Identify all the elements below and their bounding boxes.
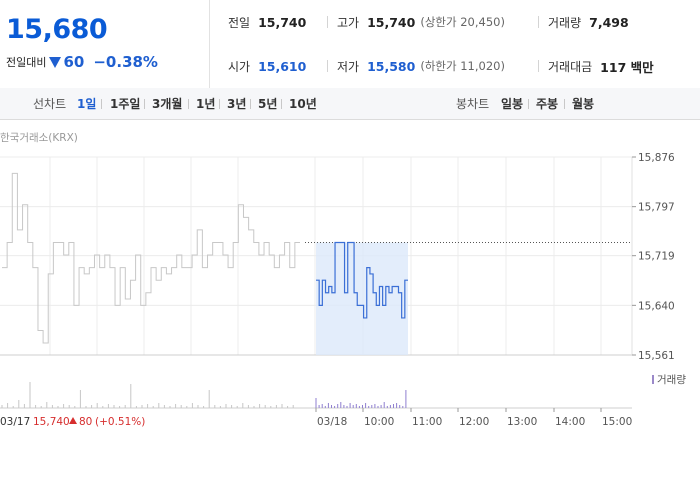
x-tick-label: 03/18 [317, 416, 347, 428]
stat-label: 고가 [337, 15, 360, 30]
x-tick-label: 14:00 [555, 416, 585, 428]
stat-label: 전일 [228, 15, 251, 30]
divider [250, 99, 251, 109]
stat-prev-close: 전일 15,740 [228, 14, 306, 30]
stat-value: 15,740 [258, 14, 307, 30]
up-arrow-icon [69, 417, 77, 424]
y-tick-label: 15,876 [638, 152, 675, 164]
series-group [2, 172, 408, 344]
candle-weekly[interactable]: 주봉 [536, 97, 559, 111]
price-chart: 한국거래소(KRX) 15,876 15,797 15,719 15,640 15,56… [0, 132, 686, 428]
divider [564, 99, 565, 109]
prev-day-close: 15,740 [33, 416, 70, 428]
upper-limit: (상한가 20,450) [420, 15, 505, 29]
stat-volume: 거래량 7,498 [548, 14, 629, 30]
divider [327, 16, 328, 28]
prev-day-change: 80 [79, 416, 92, 428]
stat-label: 거래대금 [548, 59, 593, 74]
x-tick-label: 13:00 [507, 416, 537, 428]
divider [327, 60, 328, 72]
volume-bars [0, 382, 632, 409]
prev-day-summary: 03/17 15,740 80 (+0.51%) [0, 416, 145, 428]
divider [281, 99, 282, 109]
stat-value: 15,610 [258, 58, 307, 74]
stat-label: 시가 [228, 59, 251, 74]
x-tick-label: 12:00 [459, 416, 489, 428]
today-range-fill [316, 242, 408, 355]
lower-limit: (하한가 11,020) [420, 59, 505, 73]
chart-toolbar: 선차트 1일 1주일 3개월 1년 3년 5년 10년 봉차트 일봉 주봉 월봉 [0, 88, 700, 120]
source-label: 한국거래소(KRX) [0, 132, 78, 144]
prev-day-change-percent: (+0.51%) [95, 416, 145, 428]
volume-legend-swatch [652, 375, 654, 384]
stat-label: 거래량 [548, 15, 582, 30]
stat-amount: 거래대금 117 백만 [548, 58, 654, 75]
divider [528, 99, 529, 109]
current-price-box: 15,680 전일대비 60 −0.38% [0, 0, 210, 88]
stats-panel: 전일 15,740 고가 15,740 (상한가 20,450) 거래량 7,4… [210, 0, 700, 88]
divider [538, 16, 539, 28]
divider [188, 99, 189, 109]
period-1w[interactable]: 1주일 [110, 97, 141, 111]
period-1y[interactable]: 1년 [196, 97, 216, 111]
x-tick-label: 11:00 [412, 416, 442, 428]
period-1d[interactable]: 1일 [77, 97, 97, 111]
y-tick-label: 15,640 [638, 300, 675, 312]
stat-open: 시가 15,610 [228, 58, 306, 74]
period-3y[interactable]: 3년 [227, 97, 247, 111]
prev-day-date: 03/17 [0, 416, 30, 428]
stat-label: 저가 [337, 59, 360, 74]
y-tick-label: 15,561 [638, 350, 675, 362]
change-row: 전일대비 60 −0.38% [6, 52, 158, 72]
change-value: 60 [63, 53, 85, 71]
series-line-today [316, 241, 408, 319]
y-axis: 15,876 15,797 15,719 15,640 15,561 [632, 152, 675, 362]
stat-value: 7,498 [589, 14, 629, 30]
divider [219, 99, 220, 109]
y-tick-label: 15,797 [638, 202, 675, 214]
stat-value: 15,580 [367, 58, 416, 74]
current-price: 15,680 [6, 14, 108, 45]
change-label: 전일대비 [6, 56, 47, 69]
stat-low: 저가 15,580 (하한가 11,020) [337, 58, 505, 74]
candle-chart-label: 봉차트 [456, 97, 490, 111]
stat-value: 117 백만 [600, 59, 654, 75]
change-percent: −0.38% [93, 53, 158, 71]
candle-daily[interactable]: 일봉 [501, 97, 524, 111]
volume-legend-label: 거래량 [657, 374, 686, 386]
divider [101, 99, 102, 109]
period-5y[interactable]: 5년 [258, 97, 278, 111]
x-tick-label: 15:00 [602, 416, 632, 428]
divider [538, 60, 539, 72]
divider [144, 99, 145, 109]
x-axis: 03/18 10:00 11:00 12:00 13:00 14:00 15:00 [315, 408, 632, 428]
x-tick-label: 10:00 [364, 416, 394, 428]
quote-header: 15,680 전일대비 60 −0.38% 전일 15,740 고가 15,74… [0, 0, 700, 89]
period-10y[interactable]: 10년 [289, 97, 317, 111]
stat-high: 고가 15,740 (상한가 20,450) [337, 14, 505, 30]
down-arrow-icon [49, 56, 62, 68]
period-3m[interactable]: 3개월 [152, 97, 183, 111]
stat-value: 15,740 [367, 14, 416, 30]
y-tick-label: 15,719 [638, 251, 675, 263]
line-chart-label: 선차트 [33, 97, 67, 111]
candle-monthly[interactable]: 월봉 [572, 97, 595, 111]
series-line-prev-day [2, 172, 300, 344]
